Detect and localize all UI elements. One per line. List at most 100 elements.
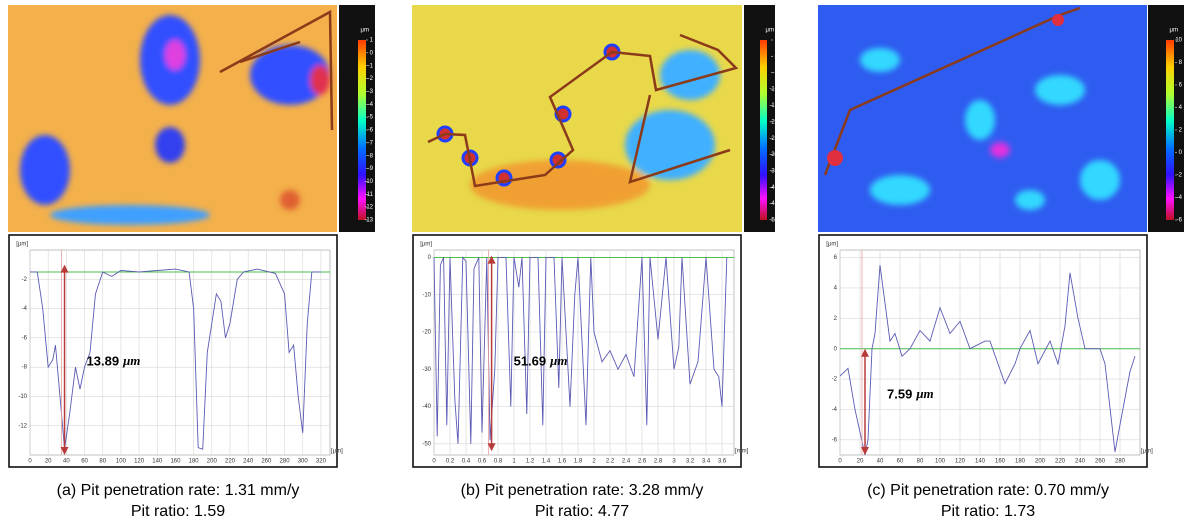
colorbar-tick-label: -15 (769, 103, 778, 109)
y-axis-label: [μm] (826, 242, 838, 248)
x-tick-label: 20 (45, 459, 52, 465)
x-tick-label: 260 (1095, 459, 1106, 465)
y-tick-label: -8 (22, 365, 28, 371)
colorbar-tick-label: -13 (364, 218, 373, 224)
x-tick-label: 2.4 (622, 459, 631, 465)
colorbar-tick-label: -9 (368, 166, 374, 172)
x-tick-label: 1.4 (542, 459, 551, 465)
colorbar-tick-label: 6 (1179, 83, 1183, 89)
x-tick-label: 0 (28, 459, 32, 465)
x-tick-label: 260 (261, 459, 272, 465)
y-tick-label: -10 (422, 292, 431, 298)
y-tick-label: -20 (422, 330, 431, 336)
x-tick-label: 3 (672, 459, 676, 465)
x-tick-label: 220 (225, 459, 236, 465)
colorbar-label: μm (766, 28, 774, 34)
x-tick-label: 2.2 (606, 459, 615, 465)
colorbar-label: μm (361, 28, 369, 34)
x-tick-label: 180 (1015, 459, 1026, 465)
x-tick-label: 180 (189, 459, 200, 465)
y-tick-label: -4 (22, 306, 28, 312)
colorbar-tick-label: -30 (769, 152, 778, 158)
x-axis-label: [mm] (735, 449, 749, 455)
colorbar-tick-label: -35 (769, 168, 778, 174)
x-tick-label: 280 (280, 459, 291, 465)
x-tick-label: 1.8 (574, 459, 583, 465)
colorbar-tick-label: 0 (775, 54, 779, 60)
depth-annotation: 13.89 (87, 353, 120, 368)
x-tick-label: 320 (316, 459, 327, 465)
colorbar-tick-label: -1 (368, 63, 374, 69)
caption: (a) Pit penetration rate: 1.31 mm/y (57, 482, 300, 499)
y-tick-label: -10 (18, 394, 27, 400)
x-tick-label: 3.6 (718, 459, 727, 465)
colorbar-tick-label: -6 (368, 128, 374, 134)
x-tick-label: 0.8 (494, 459, 503, 465)
y-tick-label: -30 (422, 367, 431, 373)
heatmap-a (8, 5, 375, 232)
x-tick-label: 1 (512, 459, 516, 465)
colorbar-tick-label: -45 (769, 201, 778, 207)
colorbar-tick-label: -12 (364, 205, 373, 211)
y-tick-label: -50 (422, 441, 431, 447)
arrow-head (60, 447, 69, 455)
colorbar-tick-label: -6 (1177, 218, 1183, 224)
x-tick-label: 100 (935, 459, 946, 465)
colorbar-tick-label: -2 (1177, 173, 1183, 179)
y-tick-label: 0 (834, 346, 838, 352)
colorbar-tick-label: -40 (769, 185, 778, 191)
x-tick-label: 1.2 (526, 459, 535, 465)
x-tick-label: 0 (838, 459, 842, 465)
arrow-head (487, 255, 496, 264)
y-tick-label: -2 (22, 277, 28, 283)
y-tick-label: -12 (18, 423, 27, 429)
x-tick-label: 40 (63, 459, 70, 465)
y-tick-label: -4 (832, 407, 838, 413)
colorbar-tick-label: -20 (769, 119, 778, 125)
colorbar-tick-label: -4 (368, 102, 374, 108)
colorbar-tick-label: -4 (1177, 195, 1183, 201)
x-tick-label: 140 (975, 459, 986, 465)
x-tick-label: 120 (134, 459, 145, 465)
colorbar-tick-label: -3 (368, 89, 374, 95)
colorbar-tick-label: 10 (1175, 38, 1182, 44)
x-tick-label: 200 (207, 459, 218, 465)
colorbar-tick-label: -8 (368, 153, 374, 159)
x-tick-label: 240 (243, 459, 254, 465)
y-tick-label: 0 (428, 255, 432, 261)
x-tick-label: 0.2 (446, 459, 455, 465)
colorbar-tick-label: -2 (368, 76, 374, 82)
x-tick-label: 220 (1055, 459, 1066, 465)
profile-frame (8, 234, 338, 468)
arrow-head (60, 264, 69, 273)
colorbar-tick-label: 0 (1179, 150, 1183, 156)
x-tick-label: 60 (81, 459, 88, 465)
profile-frame (818, 234, 1148, 468)
profile-line (30, 268, 321, 450)
colorbar-tick-label: 0 (370, 50, 374, 56)
x-tick-label: 280 (1115, 459, 1126, 465)
x-tick-label: 80 (917, 459, 924, 465)
heatmap-b (412, 5, 775, 232)
y-tick-label: -2 (832, 377, 838, 383)
x-tick-label: 300 (298, 459, 309, 465)
depth-annotation: 7.59 (887, 386, 912, 401)
depth-unit: μm (549, 353, 567, 368)
y-tick-label: 4 (834, 286, 838, 292)
x-tick-label: 140 (152, 459, 163, 465)
x-tick-label: 0.6 (478, 459, 487, 465)
colorbar-tick-label: -50 (769, 218, 778, 224)
arrow-head (861, 348, 869, 357)
x-tick-label: 160 (170, 459, 181, 465)
y-tick-label: -40 (422, 404, 431, 410)
x-tick-label: 2.8 (654, 459, 663, 465)
caption: Pit ratio: 4.77 (535, 503, 629, 520)
y-tick-label: 2 (834, 316, 838, 322)
x-axis-label: [μm] (331, 449, 343, 455)
colorbar-label: μm (1170, 28, 1178, 34)
profile-line (433, 256, 728, 444)
x-axis-label: [μm] (1141, 449, 1153, 455)
colorbar-tick-label: 4 (1179, 105, 1183, 111)
x-tick-label: 60 (897, 459, 904, 465)
caption: Pit ratio: 1.73 (941, 503, 1035, 520)
